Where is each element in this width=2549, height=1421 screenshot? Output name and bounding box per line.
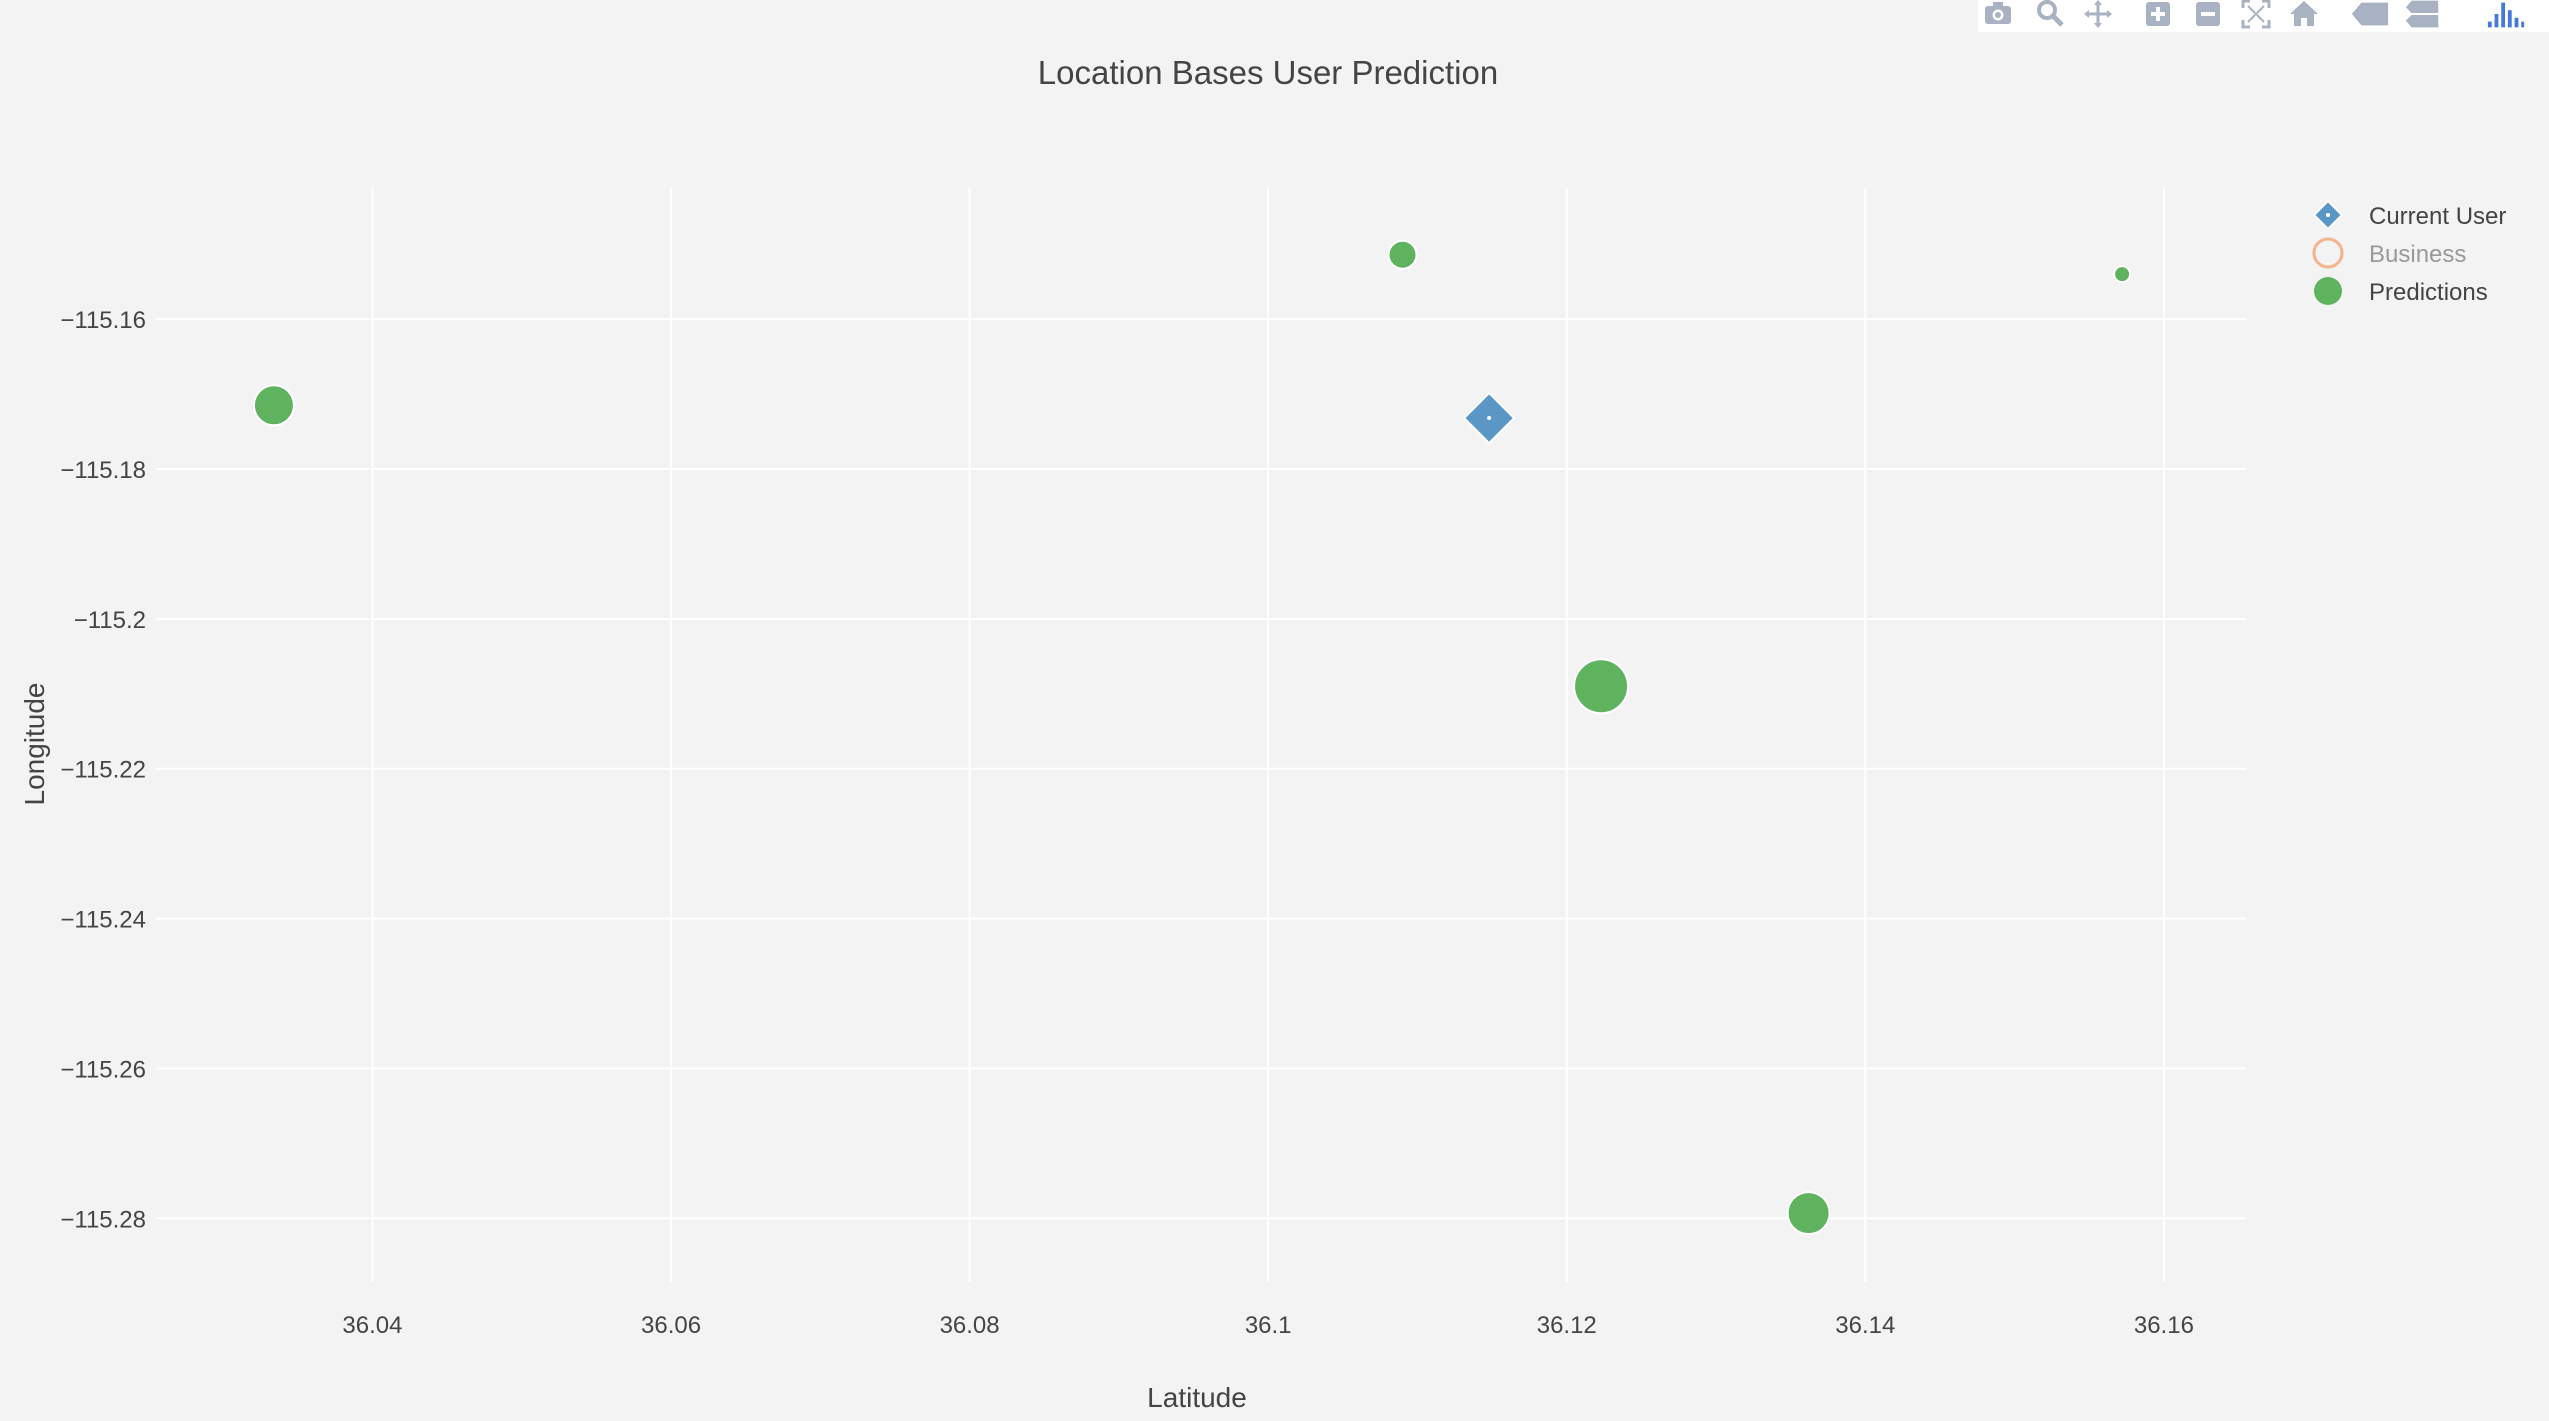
legend-diamond-dot: [2326, 213, 2330, 217]
y-tick-label: −115.2: [74, 607, 146, 634]
home-button[interactable]: [2284, 0, 2324, 28]
current-user-center-dot: [1487, 416, 1492, 421]
hover-closest-button[interactable]: [2350, 0, 2390, 28]
modebar: [1978, 0, 2549, 32]
hover-compare-icon: [2405, 0, 2439, 28]
plotly-logo-button[interactable]: [2486, 0, 2526, 28]
legend-label: Predictions: [2369, 279, 2488, 306]
legend-circle-icon: [2314, 277, 2342, 305]
y-axis-label: Longitude: [19, 682, 50, 805]
x-tick-labels: 36.04 36.06 36.08 36.1 36.12 36.14 36.16: [342, 1312, 2193, 1339]
x-tick-label: 36.06: [641, 1312, 701, 1339]
y-tick-label: −115.18: [60, 457, 146, 484]
prediction-point: [1573, 658, 1630, 715]
y-tick-label: −115.28: [60, 1206, 146, 1233]
legend-label: Business: [2369, 241, 2466, 268]
y-tick-label: −115.22: [60, 757, 146, 784]
chart-title: Location Bases User Prediction: [1038, 54, 1498, 91]
zoom-out-button[interactable]: [2188, 0, 2228, 28]
y-tick-label: −115.16: [60, 307, 146, 334]
x-axis-label: Latitude: [1147, 1382, 1247, 1413]
x-tick-label: 36.08: [940, 1312, 1000, 1339]
legend-open-circle-icon: [2312, 237, 2344, 269]
autoscale-icon: [2241, 0, 2271, 29]
zoom-out-icon: [2196, 2, 2220, 26]
zoom-in-icon: [2146, 2, 2170, 26]
x-tick-label: 36.1: [1245, 1312, 1292, 1339]
prediction-point: [2113, 265, 2132, 284]
y-tick-label: −115.24: [60, 907, 146, 934]
home-icon: [2290, 1, 2318, 26]
plotly-logo-icon: [2487, 2, 2525, 28]
legend: Current User Business Predictions: [2312, 199, 2506, 306]
camera-icon: [1985, 2, 2011, 24]
y-tick-label: −115.26: [60, 1056, 146, 1083]
hover-compare-button[interactable]: [2404, 0, 2444, 28]
x-tick-label: 36.12: [1537, 1312, 1597, 1339]
prediction-point: [252, 384, 295, 427]
zoom-button[interactable]: [2030, 0, 2070, 28]
pan-button[interactable]: [2078, 0, 2118, 28]
prediction-point: [1786, 1191, 1831, 1236]
hover-closest-icon: [2351, 2, 2389, 26]
x-tick-label: 36.04: [342, 1312, 402, 1339]
prediction-point: [1387, 239, 1418, 270]
x-tick-label: 36.14: [1835, 1312, 1895, 1339]
grid: [156, 188, 2246, 1282]
zoom-icon: [2037, 0, 2064, 27]
autoscale-button[interactable]: [2236, 0, 2276, 29]
x-tick-label: 36.16: [2134, 1312, 2194, 1339]
pan-icon: [2084, 0, 2112, 28]
y-tick-labels: −115.16 −115.18 −115.2 −115.22 −115.24 −115.2…: [60, 307, 146, 1233]
data-points: [252, 239, 2132, 1236]
zoom-in-button[interactable]: [2138, 0, 2178, 28]
legend-label: Current User: [2369, 203, 2506, 230]
camera-button[interactable]: [1978, 0, 2018, 28]
